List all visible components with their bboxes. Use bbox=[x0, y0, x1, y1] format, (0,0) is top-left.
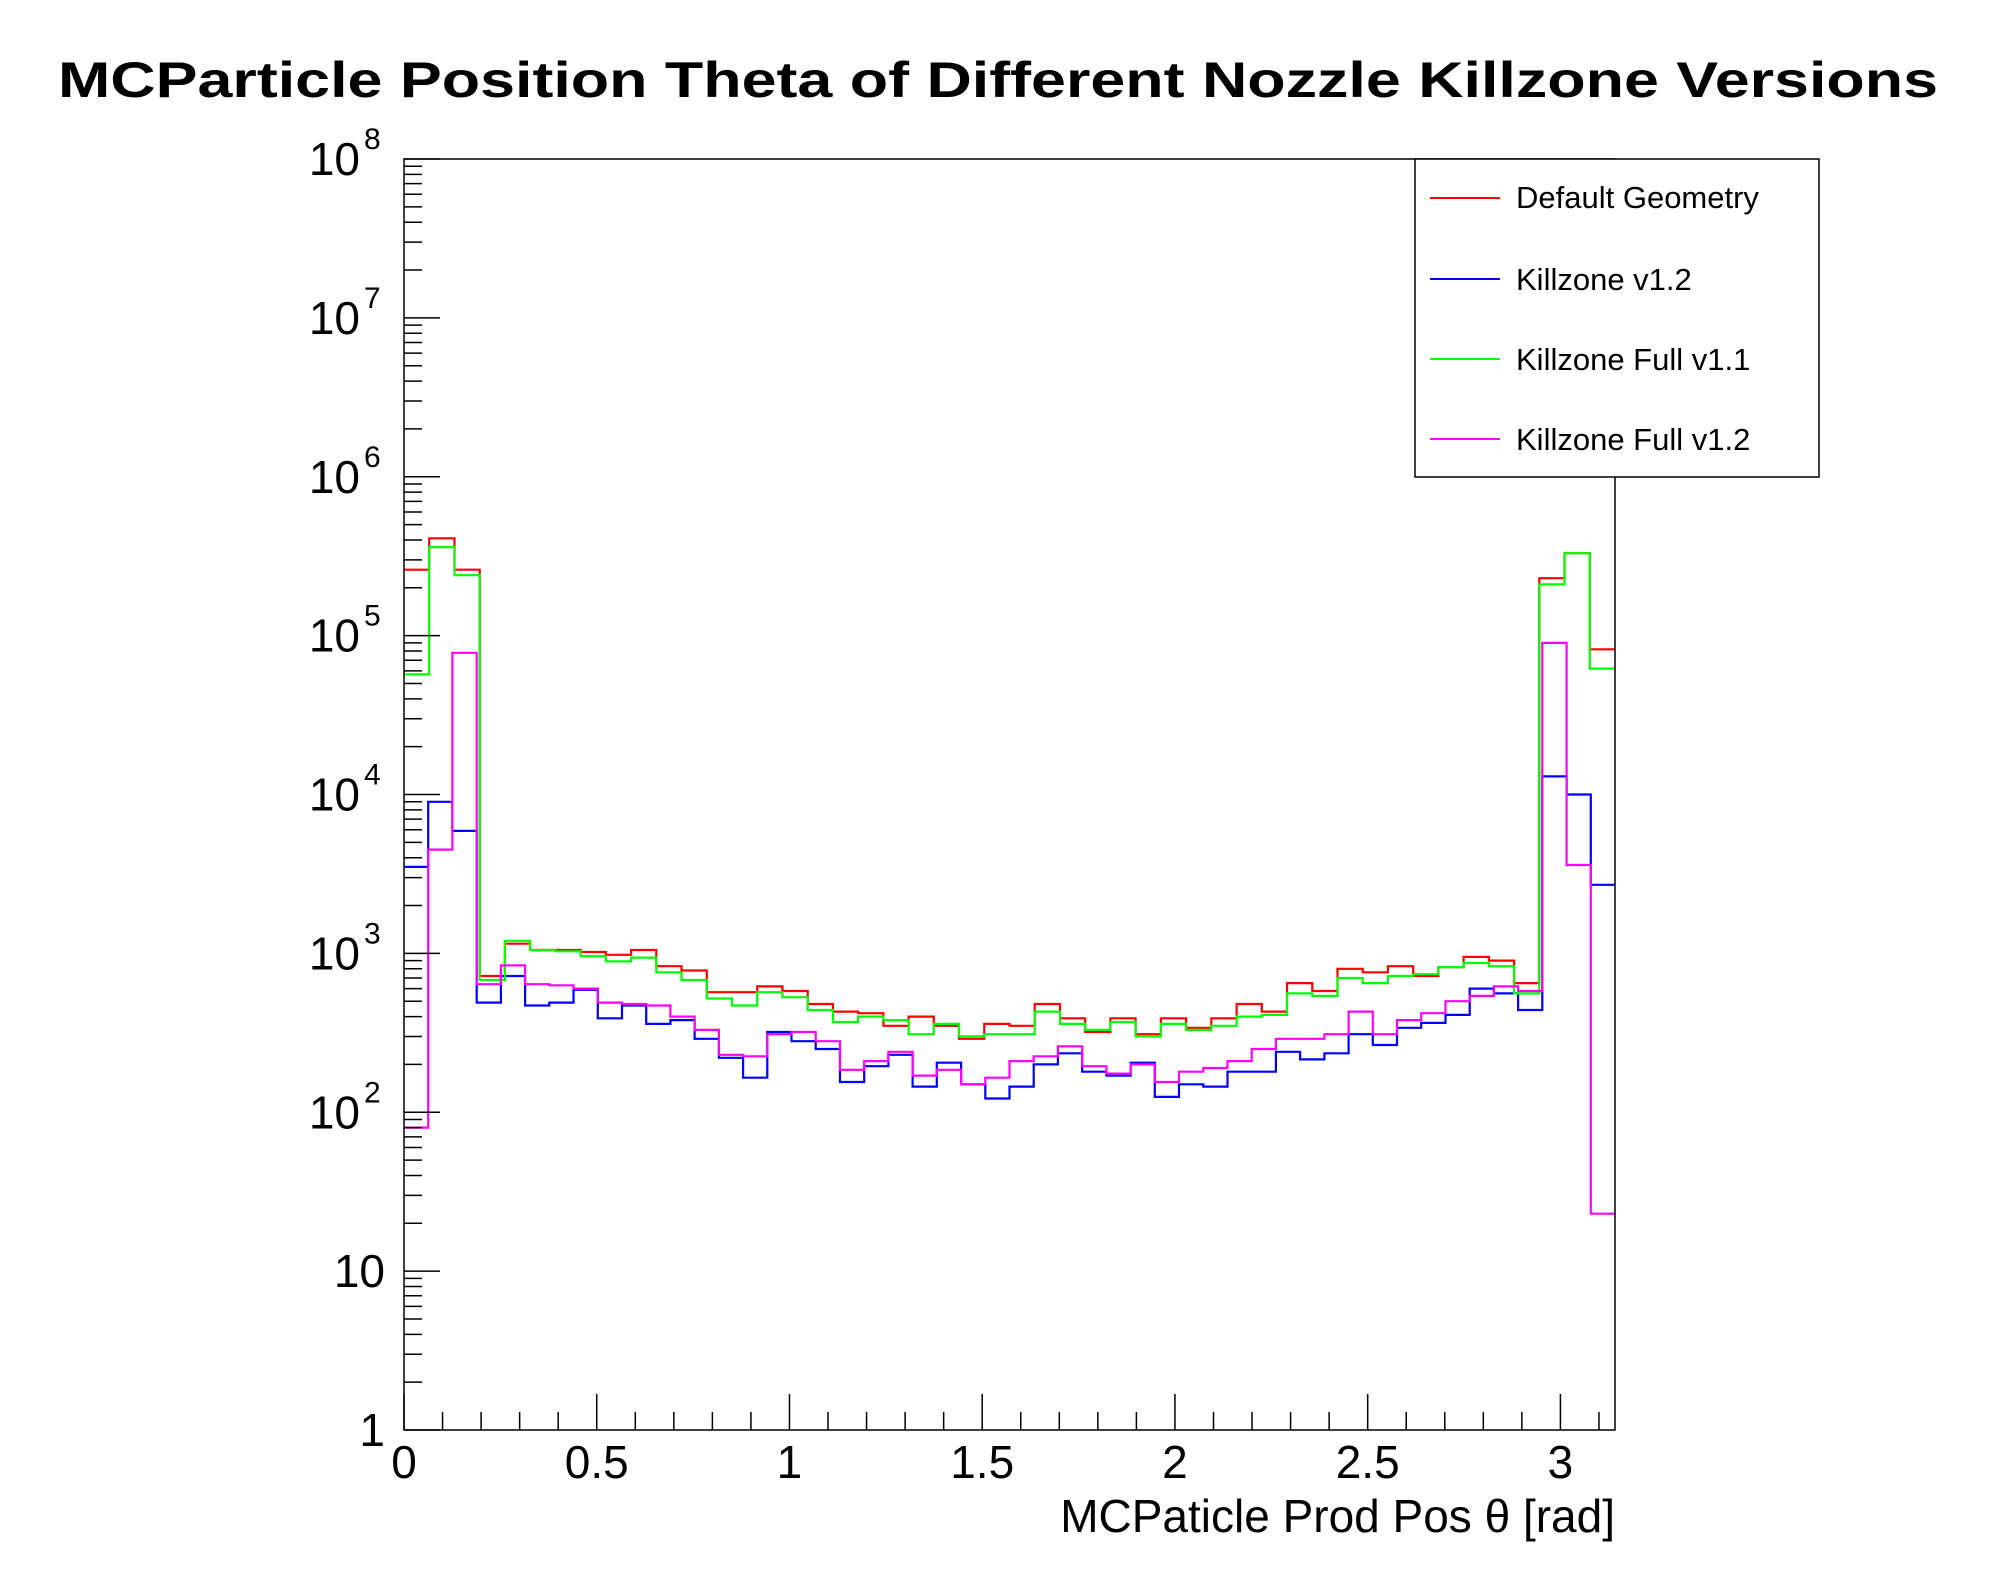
y-tick-label: 10 bbox=[309, 133, 360, 185]
series-killzone-v1-2 bbox=[404, 775, 1615, 1100]
y-tick-label: 10 bbox=[309, 769, 360, 821]
x-tick-label: 1 bbox=[777, 1436, 803, 1488]
legend-label-killzone-v1-2: Killzone v1.2 bbox=[1516, 262, 1692, 297]
series-line-killzone-v1-2 bbox=[404, 775, 1615, 1100]
x-tick-label: 3 bbox=[1548, 1436, 1574, 1488]
legend-label-killzone-full-v1-1: Killzone Full v1.1 bbox=[1516, 342, 1750, 377]
legend-label-default-geometry: Default Geometry bbox=[1516, 180, 1759, 215]
y-tick-exponent: 7 bbox=[364, 282, 381, 315]
series-killzone-full-v1-2 bbox=[404, 641, 1615, 1215]
y-tick-exponent: 3 bbox=[364, 917, 381, 950]
x-tick-label: 2 bbox=[1162, 1436, 1188, 1488]
y-tick-exponent: 4 bbox=[364, 759, 381, 792]
x-tick-label: 1.5 bbox=[950, 1436, 1014, 1488]
x-axis-label: MCPaticle Prod Pos θ [rad] bbox=[1060, 1490, 1615, 1542]
plot-frame bbox=[403, 158, 1616, 1431]
series-default-geometry bbox=[404, 537, 1615, 1040]
chart-title: MCParticle Position Theta of Different N… bbox=[58, 52, 1938, 108]
y-tick-label: 10 bbox=[309, 292, 360, 344]
legend-label-killzone-full-v1-2: Killzone Full v1.2 bbox=[1516, 422, 1750, 457]
y-tick-exponent: 6 bbox=[364, 441, 381, 474]
series-killzone-full-v1-1 bbox=[404, 546, 1615, 1038]
legend-box bbox=[1414, 158, 1820, 478]
y-tick-exponent: 2 bbox=[364, 1076, 381, 1109]
legend: Default Geometry Killzone v1.2 Killzone … bbox=[1414, 158, 1820, 478]
series-line-killzone-full-v1-1 bbox=[404, 546, 1615, 1038]
y-tick-label: 10 bbox=[309, 1086, 360, 1138]
series-line-default-geometry bbox=[404, 537, 1615, 1040]
y-tick-label: 1 bbox=[359, 1404, 385, 1456]
x-axis-ticks: 0 0.5 1 1.5 2 2.5 3 bbox=[391, 1394, 1600, 1488]
y-tick-label: 10 bbox=[309, 927, 360, 979]
series-line-killzone-full-v1-2 bbox=[404, 641, 1615, 1215]
x-tick-label: 0.5 bbox=[565, 1436, 629, 1488]
y-tick-label: 10 bbox=[334, 1245, 385, 1297]
y-tick-exponent: 5 bbox=[364, 600, 381, 633]
y-tick-label: 10 bbox=[309, 610, 360, 662]
x-tick-label: 0 bbox=[391, 1436, 417, 1488]
x-tick-label: 2.5 bbox=[1336, 1436, 1400, 1488]
y-tick-exponent: 8 bbox=[364, 123, 381, 156]
y-tick-label: 10 bbox=[309, 451, 360, 503]
series-layer bbox=[404, 537, 1615, 1215]
